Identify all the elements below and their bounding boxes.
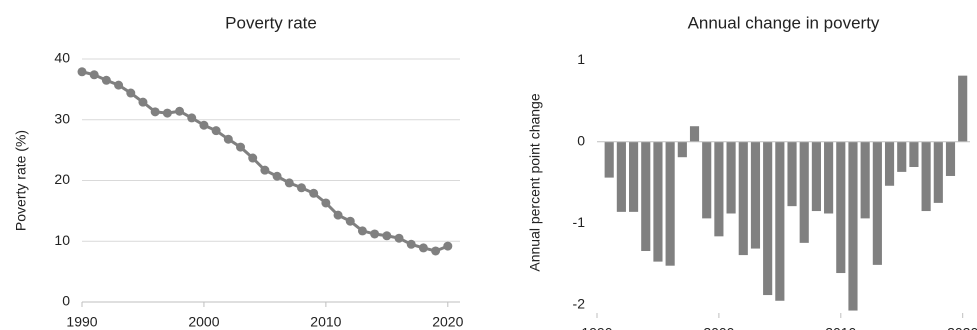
x-tick-label: 2010 (825, 325, 856, 330)
point (150, 107, 160, 117)
bar (604, 141, 614, 178)
bar (897, 141, 907, 172)
point (162, 108, 172, 118)
point (296, 183, 306, 193)
x-tick-label: 2010 (310, 314, 341, 330)
bar (750, 141, 761, 249)
x-tick-label: 2020 (432, 314, 463, 330)
point (175, 106, 185, 116)
point (333, 210, 343, 220)
point (223, 134, 233, 144)
chart-panel: Poverty rate Poverty rate (%) 0 10 20 30 40 199… (13, 13, 464, 329)
bar (884, 141, 895, 186)
y-tick-label: 40 (54, 50, 70, 66)
point (345, 216, 355, 226)
point (309, 188, 319, 198)
bar (689, 126, 700, 142)
point (272, 171, 282, 181)
bar (738, 141, 748, 256)
y-tick-label: -2 (573, 296, 586, 312)
point (357, 226, 367, 236)
point (260, 165, 270, 175)
point (418, 243, 428, 253)
x-tick-label: 1990 (66, 314, 97, 330)
point (89, 70, 99, 80)
point (211, 126, 221, 136)
point (138, 97, 148, 107)
bar (811, 141, 821, 212)
point (236, 142, 246, 152)
point (382, 231, 392, 241)
point (394, 233, 404, 243)
chart-title: Poverty rate (225, 13, 317, 32)
bar (958, 75, 968, 142)
y-tick-label: 30 (54, 110, 70, 126)
bar (799, 141, 809, 243)
chart-panel: Annual change in poverty Annual percent p… (527, 13, 977, 330)
bar (641, 141, 651, 252)
x-tick-label: 2000 (703, 325, 734, 330)
x-tick-label: 1990 (581, 325, 612, 330)
point (284, 178, 294, 188)
bar (702, 141, 712, 219)
y-axis-label: Poverty rate (%) (13, 130, 29, 231)
bar (872, 141, 882, 265)
y-tick-label: 20 (54, 171, 70, 187)
bar (726, 141, 736, 214)
bar (665, 141, 675, 266)
point (187, 113, 197, 123)
bar (945, 141, 956, 176)
bar (921, 141, 931, 212)
line (81, 70, 449, 253)
point (77, 67, 87, 77)
bar (787, 141, 797, 207)
point (406, 239, 416, 249)
y-tick-label: 1 (577, 51, 585, 67)
x-tick-label: 2020 (947, 325, 977, 330)
x-tick-label: 2000 (188, 314, 219, 330)
y-tick-label: 0 (577, 132, 585, 148)
point (114, 80, 124, 90)
bar (775, 141, 785, 301)
bar (860, 141, 870, 219)
bar (616, 141, 626, 212)
bar (836, 141, 846, 274)
y-tick-label: 0 (62, 293, 70, 309)
y-tick-label: -1 (573, 214, 586, 230)
point (321, 198, 331, 208)
chart-title: Annual change in poverty (688, 13, 880, 32)
bar (677, 141, 687, 158)
bar (628, 141, 639, 212)
bar (763, 141, 773, 296)
y-tick-label: 10 (54, 232, 70, 248)
bar (909, 141, 919, 168)
point (248, 153, 258, 163)
bar (824, 141, 834, 214)
point (101, 75, 111, 85)
bar (714, 141, 724, 237)
bar (653, 141, 663, 262)
y-axis-label: Annual percent point change (527, 93, 543, 271)
point (126, 88, 136, 98)
point (431, 246, 441, 256)
point (199, 120, 209, 130)
bar (933, 141, 943, 203)
point (370, 229, 380, 239)
bar (848, 141, 858, 311)
point (443, 241, 453, 251)
